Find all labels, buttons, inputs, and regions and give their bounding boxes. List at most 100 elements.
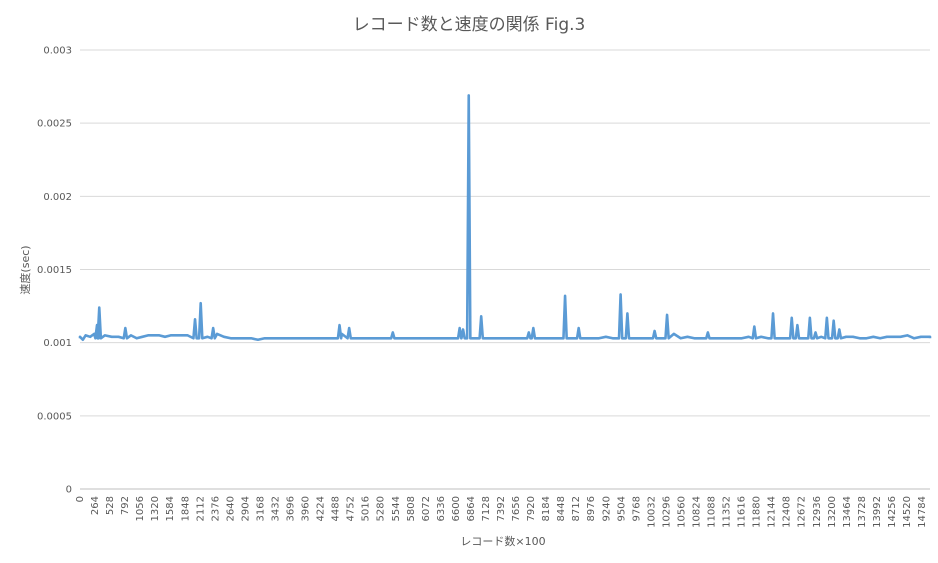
data-point [361, 337, 364, 340]
data-point [734, 337, 736, 340]
data-point [790, 316, 793, 319]
chart-title: レコード数と速度の関係 Fig.3 [353, 15, 586, 35]
data-point [611, 337, 614, 340]
x-tick-label: 13464 [842, 496, 853, 528]
x-tick-label: 5808 [406, 496, 417, 521]
data-point [558, 337, 561, 340]
x-tick-label: 7392 [496, 496, 507, 521]
data-point [458, 327, 461, 329]
data-point [216, 333, 218, 335]
x-tick-label: 12144 [767, 496, 778, 528]
data-point [838, 328, 841, 331]
data-point [388, 337, 391, 340]
data-point [291, 337, 293, 340]
data-point [96, 324, 98, 326]
x-tick-label: 7920 [526, 496, 537, 521]
data-point [899, 336, 902, 338]
x-tick-label: 7656 [511, 496, 522, 521]
data-point [243, 337, 246, 340]
data-point [913, 337, 915, 340]
x-tick-label: 14256 [887, 496, 898, 528]
data-point [117, 336, 120, 338]
x-tick-label: 6600 [451, 496, 462, 521]
data-point [640, 337, 642, 340]
data-point [564, 295, 566, 297]
data-point [392, 331, 394, 334]
data-point [164, 336, 166, 338]
data-point [432, 337, 435, 340]
data-point [453, 337, 455, 340]
data-point [186, 334, 189, 337]
data-point [419, 337, 421, 340]
data-point [879, 337, 881, 340]
data-point [619, 293, 622, 296]
data-point [820, 336, 822, 338]
x-tick-label: 2904 [240, 496, 251, 521]
x-axis-label: レコード数×100 [460, 535, 545, 548]
data-point [852, 336, 854, 338]
data-point [223, 336, 225, 338]
x-tick-label: 6072 [421, 496, 432, 521]
data-point [633, 337, 635, 340]
x-tick-label: 3168 [255, 496, 266, 521]
x-tick-label: 11880 [752, 496, 763, 528]
x-tick-label: 9240 [601, 496, 612, 521]
x-tick-label: 8448 [556, 496, 567, 521]
data-point [666, 314, 668, 316]
x-tick-label: 4224 [316, 496, 327, 521]
x-tick-label: 4752 [346, 496, 357, 521]
data-point [467, 94, 470, 97]
data-point [814, 331, 817, 334]
data-point [98, 306, 101, 309]
x-tick-label: 6864 [466, 496, 477, 521]
data-point [194, 318, 196, 321]
data-point [304, 337, 307, 340]
data-point [79, 336, 81, 338]
data-point [446, 337, 449, 340]
data-point [487, 337, 489, 340]
x-tick-label: 12408 [782, 496, 793, 528]
x-tick-label: 2376 [210, 496, 221, 521]
data-point [551, 337, 554, 340]
data-point [212, 327, 214, 329]
data-point [311, 337, 314, 340]
x-tick-label: 8712 [571, 496, 582, 521]
data-point [473, 337, 476, 340]
x-tick-label: 5016 [361, 496, 372, 521]
x-tick-label: 7128 [481, 496, 492, 521]
data-point [494, 337, 496, 340]
series-line [78, 94, 932, 342]
data-point [284, 337, 286, 340]
data-point [826, 316, 828, 319]
x-tick-label: 11352 [722, 496, 733, 528]
x-tick-label: 8976 [586, 496, 597, 521]
data-point [263, 337, 266, 340]
data-point [135, 337, 138, 340]
data-point [760, 336, 762, 338]
data-point [147, 334, 149, 337]
data-point [158, 334, 161, 337]
x-tick-label: 1848 [180, 496, 191, 521]
data-point [236, 337, 239, 340]
data-point [892, 336, 895, 338]
x-tick-label: 10296 [661, 496, 672, 528]
data-point [532, 327, 535, 329]
x-tick-label: 10824 [691, 496, 702, 528]
data-point [462, 328, 464, 331]
data-point [331, 337, 334, 340]
data-point [318, 337, 320, 340]
y-tick-label: 0.0005 [37, 411, 72, 422]
y-axis-label: 速度(sec) [18, 245, 32, 294]
data-point [348, 327, 350, 329]
data-point [926, 336, 929, 338]
data-point [124, 327, 127, 329]
data-point [779, 337, 782, 340]
data-point [130, 334, 132, 337]
x-tick-label: 11088 [707, 496, 718, 528]
data-point [720, 337, 723, 340]
data-point [872, 336, 875, 338]
data-point [297, 337, 300, 340]
x-tick-label: 3960 [301, 496, 312, 521]
data-point [700, 337, 702, 340]
